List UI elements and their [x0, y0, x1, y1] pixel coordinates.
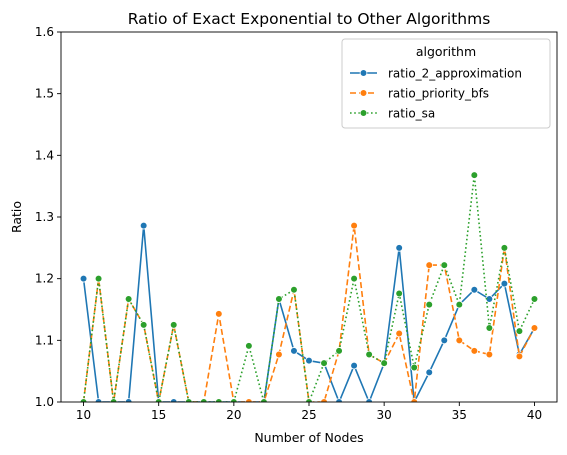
data-point: [169, 398, 178, 402]
x-axis-label: Number of Nodes: [254, 430, 363, 445]
data-point: [515, 327, 524, 335]
data-point: [79, 274, 88, 283]
legend-label: ratio_sa: [388, 107, 435, 121]
x-tick-label: 10: [76, 408, 91, 422]
data-point: [260, 398, 268, 402]
data-point: [320, 359, 328, 367]
data-point: [215, 398, 223, 402]
data-point: [154, 398, 163, 402]
data-point: [305, 356, 313, 365]
data-point: [500, 279, 509, 288]
series-ratio_priority_bfs: [79, 221, 539, 402]
series-ratio_2_approximation: [79, 221, 539, 402]
data-point: [290, 347, 298, 355]
data-point: [470, 347, 479, 355]
legend-marker: [359, 109, 368, 117]
data-point: [425, 368, 434, 377]
data-point: [455, 300, 464, 309]
data-point: [470, 171, 479, 179]
data-point: [335, 347, 343, 355]
data-point: [440, 261, 449, 269]
data-point: [139, 321, 148, 329]
data-point: [305, 398, 313, 402]
y-tick-label: 1.5: [35, 87, 54, 101]
y-tick-label: 1.6: [35, 25, 54, 39]
data-point: [425, 261, 434, 269]
data-point: [275, 295, 283, 303]
data-point: [395, 329, 403, 338]
data-point: [79, 398, 88, 402]
data-point: [440, 336, 449, 345]
data-point: [455, 336, 464, 345]
series-line-ratio_sa: [82, 174, 536, 402]
series-ratio_sa: [79, 171, 539, 402]
legend-entry-ratio_2_approximation: ratio_2_approximation: [350, 67, 522, 81]
legend-marker: [359, 89, 368, 97]
data-point: [124, 295, 133, 303]
axes-layer: 10 15 20 25 30 35 40 1.0 1.1 1.2 1.3 1.4 1.5 1.6: [35, 25, 542, 422]
y-tick-label: 1.1: [35, 333, 54, 347]
data-point: [500, 244, 509, 252]
data-point: [245, 398, 253, 402]
y-tick-label: 1.2: [35, 272, 54, 286]
data-point: [245, 342, 253, 350]
x-tick-label: 30: [377, 408, 392, 422]
series-line-ratio_2_approximation: [82, 224, 536, 402]
legend: algorithm ratio_2_approximation ratio_pri…: [341, 38, 551, 129]
data-point: [139, 221, 148, 230]
data-point: [199, 398, 208, 402]
data-point: [395, 289, 403, 298]
legend-marker: [359, 69, 368, 77]
data-point: [109, 398, 118, 402]
legend-entry-ratio_sa: ratio_sa: [350, 107, 435, 121]
legend-entries: ratio_2_approximation ratio_priority_bfsr…: [350, 67, 522, 121]
x-tick-label: 25: [301, 408, 316, 422]
y-tick-label: 1.0: [35, 395, 54, 409]
legend-label: ratio_priority_bfs: [388, 87, 489, 101]
data-point: [395, 244, 403, 252]
data-point: [290, 285, 298, 294]
legend-label: ratio_2_approximation: [388, 67, 522, 81]
y-tick-label: 1.3: [35, 210, 54, 224]
series-layer: [79, 171, 539, 402]
data-point: [485, 350, 494, 359]
data-point: [380, 359, 388, 367]
data-point: [530, 295, 539, 303]
y-tick-label: 1.4: [35, 148, 54, 162]
x-tick-label: 35: [452, 408, 467, 422]
data-point: [124, 398, 133, 402]
data-point: [350, 274, 358, 283]
legend-title: algorithm: [416, 44, 476, 59]
data-point: [275, 350, 283, 359]
data-point: [215, 310, 223, 318]
data-point: [94, 274, 103, 283]
data-point: [410, 363, 419, 372]
x-tick-label: 20: [226, 408, 241, 422]
data-point: [169, 321, 178, 329]
data-point: [350, 221, 358, 230]
y-axis-label: Ratio: [9, 201, 24, 233]
legend-box: [341, 38, 551, 129]
data-point: [350, 361, 358, 370]
x-tick-label: 15: [151, 408, 166, 422]
data-point: [485, 324, 494, 332]
data-point: [365, 398, 373, 402]
chart-title: Ratio of Exact Exponential to Other Algo…: [128, 10, 491, 28]
data-point: [515, 352, 524, 361]
data-point: [335, 398, 343, 402]
plot-frame: [60, 31, 558, 403]
data-point: [425, 300, 434, 309]
data-point: [530, 324, 539, 332]
data-point: [470, 285, 479, 294]
data-point: [184, 398, 193, 402]
x-tick-label: 40: [527, 408, 542, 422]
data-point: [365, 350, 373, 359]
data-point: [94, 398, 103, 402]
data-point: [410, 398, 419, 402]
data-point: [320, 398, 328, 402]
legend-entry-ratio_priority_bfs: ratio_priority_bfs: [350, 87, 489, 101]
data-point: [230, 398, 238, 402]
